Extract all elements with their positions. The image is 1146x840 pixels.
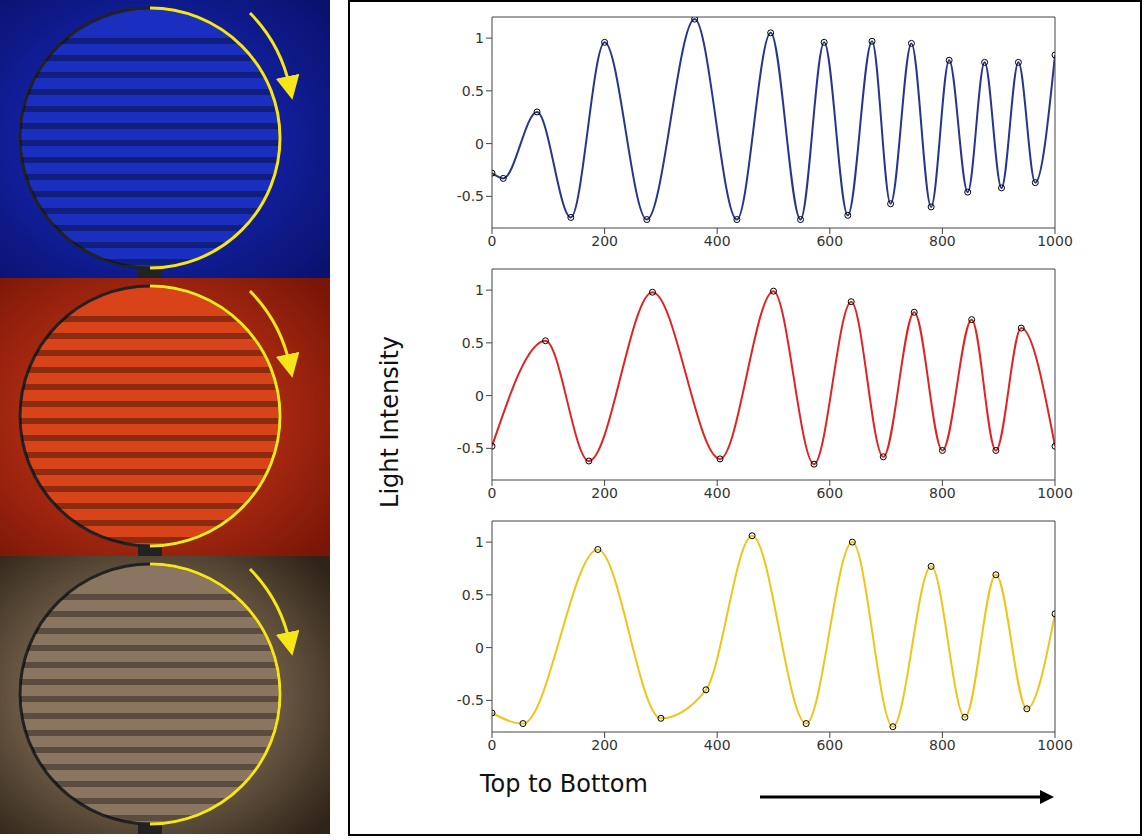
svg-text:200: 200	[591, 737, 618, 753]
svg-text:0: 0	[475, 640, 484, 656]
svg-text:0: 0	[488, 233, 497, 249]
svg-text:1000: 1000	[1037, 737, 1073, 753]
svg-text:1000: 1000	[1037, 485, 1073, 501]
svg-text:400: 400	[704, 737, 731, 753]
svg-text:0.5: 0.5	[462, 335, 484, 351]
svg-text:-0.5: -0.5	[457, 188, 484, 204]
html-text:Top to Bottom: Top to Bottom	[480, 770, 648, 798]
svg-text:-0.5: -0.5	[457, 440, 484, 456]
svg-text:400: 400	[704, 485, 731, 501]
svg-text:600: 600	[816, 233, 843, 249]
svg-text:0: 0	[475, 388, 484, 404]
svg-text:0.5: 0.5	[462, 83, 484, 99]
svg-text:0.5: 0.5	[462, 587, 484, 603]
svg-text:1: 1	[475, 30, 484, 46]
svg-text:600: 600	[816, 737, 843, 753]
svg-text:800: 800	[929, 737, 956, 753]
svg-text:600: 600	[816, 485, 843, 501]
svg-text:1000: 1000	[1037, 233, 1073, 249]
svg-text:1: 1	[475, 282, 484, 298]
svg-text:400: 400	[704, 233, 731, 249]
svg-text:800: 800	[929, 233, 956, 249]
svg-text:200: 200	[591, 233, 618, 249]
svg-text:800: 800	[929, 485, 956, 501]
svg-text:0: 0	[488, 737, 497, 753]
svg-text:0: 0	[488, 485, 497, 501]
svg-text:-0.5: -0.5	[457, 692, 484, 708]
svg-text:0: 0	[475, 136, 484, 152]
html-text:Light Intensity: Light Intensity	[376, 336, 404, 508]
svg-text:1: 1	[475, 534, 484, 550]
svg-text:200: 200	[591, 485, 618, 501]
